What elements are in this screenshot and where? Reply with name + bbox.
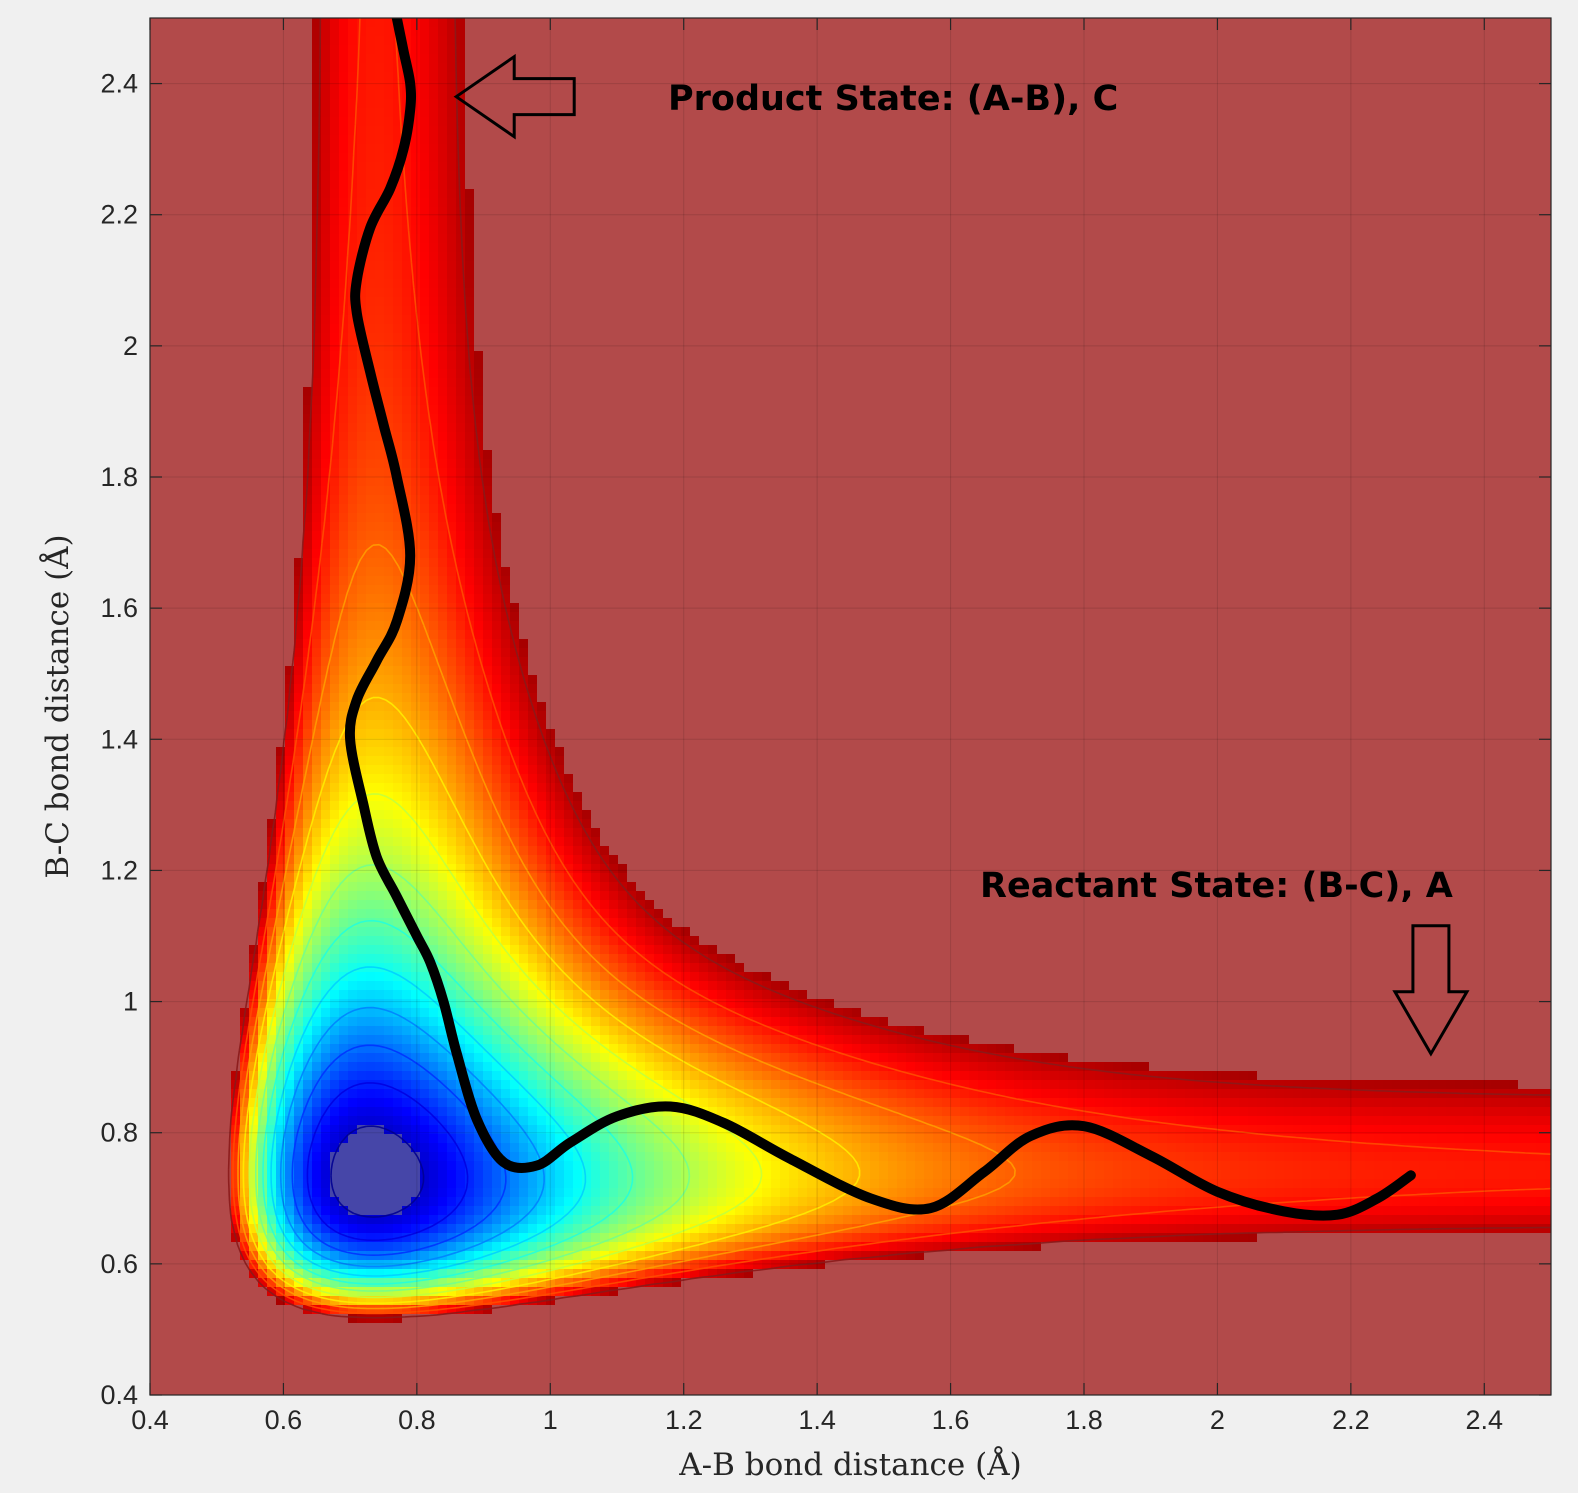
y-tick-label: 1.6	[100, 593, 138, 623]
contour-line	[232, 18, 1551, 1315]
contour-line	[262, 919, 634, 1285]
x-tick-label: 1.6	[932, 1405, 970, 1435]
contour-line	[306, 1082, 469, 1242]
grid-lines	[150, 18, 1551, 1395]
contour-line	[330, 1125, 425, 1218]
axes-box	[149, 17, 1552, 1396]
y-tick-label: 1.4	[100, 724, 138, 754]
y-tick-label: 1	[123, 987, 138, 1017]
y-tick-label: 1.8	[100, 462, 138, 492]
trajectory-layer	[344, 18, 1416, 1221]
x-tick-label: 0.6	[265, 1405, 303, 1435]
product-state-label: Product State: (A-B), C	[668, 79, 1118, 119]
x-tick-label: 1.8	[1065, 1405, 1103, 1435]
y-tick-label: 0.6	[100, 1249, 138, 1279]
product-arrow-icon	[453, 53, 576, 140]
contour-line	[237, 543, 1016, 1310]
reactant-arrow-icon	[1392, 924, 1470, 1057]
x-tick-label: 0.8	[398, 1405, 436, 1435]
x-tick-label: 1.2	[665, 1405, 703, 1435]
reactant-state-label: Reactant State: (B-C), A	[980, 866, 1453, 906]
x-tick-label: 0.4	[131, 1405, 169, 1435]
x-tick-label: 1	[543, 1405, 558, 1435]
x-tick-label: 1.4	[798, 1405, 836, 1435]
contour-line	[242, 696, 861, 1304]
y-axis-label: B-C bond distance (Å)	[38, 534, 76, 878]
axes: 0.4 0.6 0.8 1 1.2 1.4 1.6 1.8 2 2.2 2.4 0.4 0.6 0.8 1 1…	[100, 17, 1552, 1435]
y-tick-label: 2.4	[100, 69, 138, 99]
y-tick-label: 2.2	[100, 200, 138, 230]
x-axis-label: A-B bond distance (Å)	[678, 1445, 1021, 1483]
x-tick-label: 2.4	[1466, 1405, 1504, 1435]
contour-lines	[227, 18, 1551, 1319]
contour-line	[227, 18, 1551, 1319]
y-tick-label: 0.4	[100, 1380, 138, 1410]
trajectory-line	[344, 18, 1416, 1221]
contour-line	[248, 793, 763, 1299]
y-tick-label: 2	[123, 331, 138, 361]
x-tick-label: 2	[1210, 1405, 1225, 1435]
y-tick-label: 0.8	[100, 1118, 138, 1148]
energy-heatmap	[150, 18, 1551, 1395]
y-tick-label: 1.2	[100, 855, 138, 885]
x-tick-label: 2.2	[1332, 1405, 1370, 1435]
annotation-layer: Product State: (A-B), C Reactant State: …	[453, 53, 1470, 1057]
